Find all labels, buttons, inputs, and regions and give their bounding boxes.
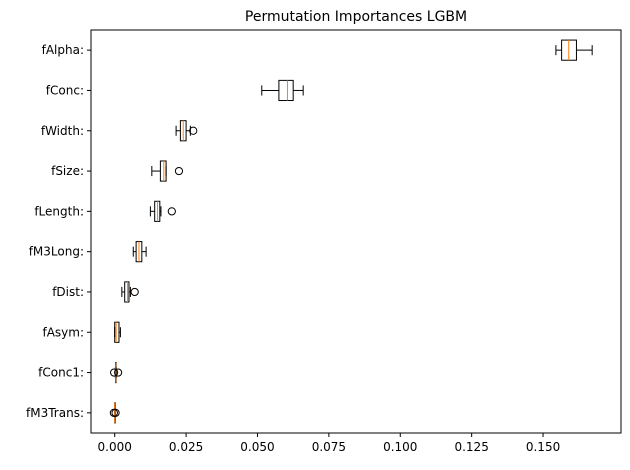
y-tick-label: fSize:: [51, 164, 84, 178]
x-tick-label: 0.000: [98, 440, 132, 454]
y-tick-label: fM3Long:: [29, 245, 84, 259]
y-tick-label: fWidth:: [41, 124, 84, 138]
x-axis: 0.000 0.025 0.050 0.075 0.100 0.125 0.150: [98, 433, 560, 454]
y-tick-label: fLength:: [34, 204, 84, 218]
flier-point: [110, 368, 119, 377]
x-tick-label: 0.125: [454, 440, 488, 454]
y-tick-label: fConc1:: [38, 366, 84, 380]
iqr-box: [278, 79, 294, 102]
box-falpha: [555, 39, 593, 61]
box-fm3trans: [109, 402, 120, 424]
box-fsize: [151, 160, 184, 182]
y-tick-label: fAlpha:: [42, 43, 84, 57]
y-axis: fAlpha: fConc: fWidth: fSize: fLength: fM3Lon…: [26, 43, 91, 420]
flier-point: [167, 207, 176, 216]
box-fconc1: [110, 361, 123, 384]
flier-point: [111, 408, 120, 417]
chart-title: Permutation Importances LGBM: [245, 9, 467, 25]
y-tick-label: fConc:: [46, 83, 84, 97]
box-fconc: [261, 79, 304, 102]
box-fwidth: [175, 120, 198, 142]
flier-point: [114, 368, 123, 377]
iqr-box: [159, 160, 167, 182]
x-tick-label: 0.100: [383, 440, 417, 454]
x-tick-label: 0.050: [240, 440, 274, 454]
box-fasym: [114, 321, 121, 343]
box-fdist: [121, 281, 139, 303]
x-tick-label: 0.025: [169, 440, 203, 454]
x-tick-label: 0.150: [526, 440, 560, 454]
y-tick-label: fM3Trans:: [26, 406, 84, 420]
x-tick-label: 0.075: [312, 440, 346, 454]
iqr-box: [114, 321, 120, 343]
iqr-box: [124, 281, 130, 303]
flier-point: [109, 408, 118, 417]
flier-point: [174, 166, 184, 176]
flier-point: [130, 287, 139, 297]
plot-frame: [90, 29, 622, 434]
box-flength: [149, 200, 176, 222]
y-tick-label: fAsym:: [42, 325, 84, 339]
box-fm3long: [132, 241, 147, 263]
flier-point: [189, 126, 198, 135]
plot-area: [109, 39, 593, 424]
y-tick-label: fDist:: [52, 285, 84, 299]
